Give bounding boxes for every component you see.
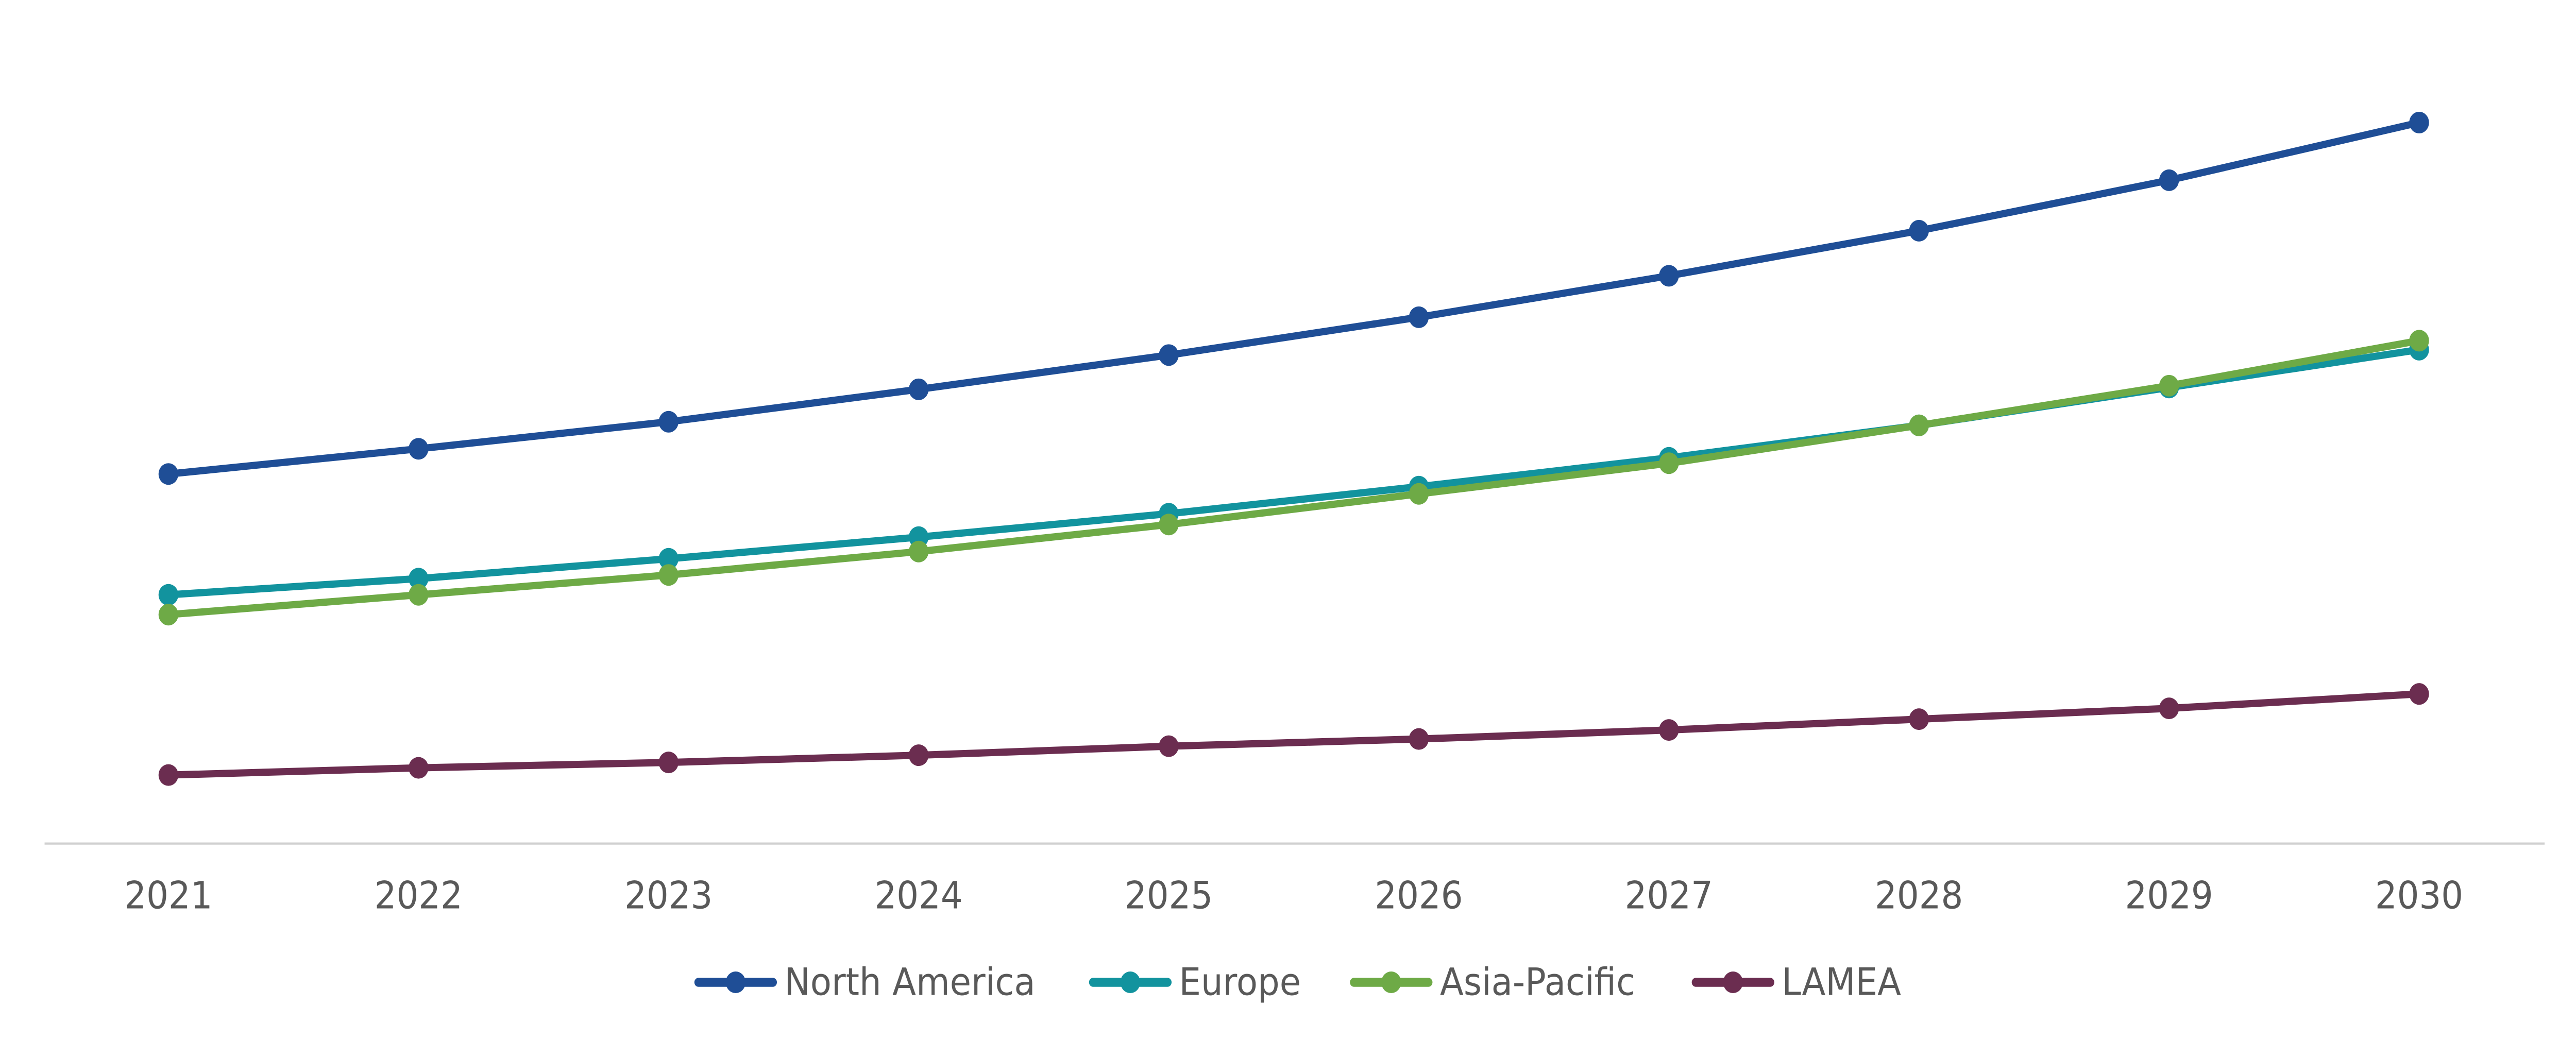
series-line bbox=[168, 346, 2420, 599]
data-point bbox=[1909, 219, 1929, 242]
series-line bbox=[168, 337, 2420, 619]
legend-marker-icon bbox=[1723, 971, 1743, 994]
data-point bbox=[2159, 169, 2179, 191]
legend-label: Europe bbox=[1179, 960, 1301, 1004]
data-point bbox=[1909, 414, 1929, 436]
data-point bbox=[158, 604, 179, 626]
data-point bbox=[1159, 735, 1179, 757]
data-point bbox=[409, 584, 429, 606]
data-point bbox=[658, 752, 679, 774]
data-point bbox=[658, 411, 679, 433]
legend-marker-icon bbox=[1381, 971, 1401, 994]
x-tick-label: 2026 bbox=[1375, 874, 1463, 918]
data-point bbox=[908, 378, 929, 400]
series-asia-pacific bbox=[158, 330, 2429, 626]
x-tick-label: 2025 bbox=[1125, 874, 1213, 918]
data-point bbox=[658, 564, 679, 586]
x-tick-label: 2021 bbox=[124, 874, 212, 918]
data-point bbox=[1909, 708, 1929, 730]
data-point bbox=[2159, 374, 2179, 397]
series-north-america bbox=[158, 111, 2429, 485]
data-point bbox=[908, 540, 929, 562]
legend-item: North America bbox=[694, 960, 1036, 1004]
data-point bbox=[409, 568, 429, 590]
x-tick-label: 2027 bbox=[1625, 874, 1713, 918]
data-point bbox=[158, 463, 179, 485]
legend-item: Asia-Pacific bbox=[1350, 960, 1635, 1004]
x-tick-label: 2024 bbox=[874, 874, 962, 918]
legend-label: Asia-Pacific bbox=[1440, 960, 1635, 1004]
data-point bbox=[1159, 344, 1179, 366]
data-point bbox=[908, 744, 929, 766]
legend-label: North America bbox=[784, 960, 1035, 1004]
series-europe bbox=[158, 338, 2429, 606]
x-tick-label: 2023 bbox=[624, 874, 713, 918]
data-point bbox=[2409, 683, 2429, 705]
legend: North America Europe Asia-Pacific LAMEA bbox=[694, 960, 1901, 1004]
legend-item: Europe bbox=[1089, 960, 1301, 1004]
legend-marker-icon bbox=[1120, 971, 1141, 994]
data-point bbox=[2159, 697, 2179, 720]
data-point bbox=[158, 584, 179, 606]
data-point bbox=[1659, 719, 1679, 741]
data-point bbox=[409, 757, 429, 779]
data-point bbox=[409, 438, 429, 460]
data-point bbox=[658, 548, 679, 570]
data-point bbox=[1659, 265, 1679, 287]
x-tick-label: 2022 bbox=[375, 874, 463, 918]
data-point bbox=[1409, 483, 1429, 505]
x-tick-label: 2028 bbox=[1875, 874, 1963, 918]
data-point bbox=[1409, 728, 1429, 750]
data-point bbox=[1409, 306, 1429, 328]
data-point bbox=[2409, 111, 2429, 133]
legend-item: LAMEA bbox=[1691, 960, 1901, 1004]
data-point bbox=[1159, 514, 1179, 536]
legend-marker-icon bbox=[725, 971, 746, 994]
x-tick-label: 2030 bbox=[2375, 874, 2463, 918]
series-lamea bbox=[158, 683, 2429, 786]
data-point bbox=[2409, 330, 2429, 352]
series-line bbox=[168, 690, 2419, 779]
series-group bbox=[158, 111, 2429, 786]
data-point bbox=[1659, 452, 1679, 474]
x-axis-ticks: 2021 2022 2023 2024 2025 2026 2027 2028 2029 2030 bbox=[124, 874, 2463, 918]
series-line bbox=[168, 119, 2420, 478]
x-tick-label: 2029 bbox=[2125, 874, 2213, 918]
data-point bbox=[158, 764, 179, 786]
legend-label: LAMEA bbox=[1782, 960, 1901, 1004]
